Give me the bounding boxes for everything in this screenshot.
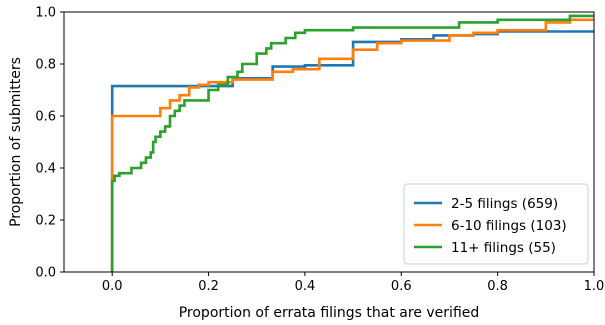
series-layer xyxy=(110,14,594,272)
legend-label-2: 6-10 filings (103) xyxy=(451,218,567,234)
x-tick-label: 0.4 xyxy=(295,279,316,294)
y-tick-label: 1.0 xyxy=(35,6,56,21)
x-tick-label: 0.2 xyxy=(198,279,219,294)
y-tick-label: 0.8 xyxy=(35,58,56,73)
series-line-2 xyxy=(110,18,594,272)
legend-label-1: 2-5 filings (659) xyxy=(451,196,558,212)
y-tick-label: 0.4 xyxy=(35,162,56,177)
y-axis-label: Proportion of submitters xyxy=(8,57,24,227)
legend-label-3: 11+ filings (55) xyxy=(451,240,556,256)
series-line-3 xyxy=(110,14,594,272)
x-tick-label: 0.6 xyxy=(391,279,412,294)
legend-box xyxy=(403,183,589,265)
y-tick-label: 0.2 xyxy=(35,214,56,229)
x-tick-label: 0.0 xyxy=(102,279,123,294)
plot-frame xyxy=(63,11,595,273)
legend: 2-5 filings (659) 6-10 filings (103) 11+ f… xyxy=(403,183,589,265)
x-axis-label: Proportion of errata filings that are ve… xyxy=(179,305,480,321)
y-axis-ticks: 0.0 0.2 0.4 0.6 0.8 1.0 xyxy=(35,6,64,281)
x-axis-ticks: 0.0 0.2 0.4 0.6 0.8 1.0 xyxy=(102,272,605,294)
y-tick-label: 0.6 xyxy=(35,110,56,125)
y-tick-label: 0.0 xyxy=(35,266,56,281)
x-tick-label: 0.8 xyxy=(487,279,508,294)
x-tick-label: 1.0 xyxy=(584,279,605,294)
